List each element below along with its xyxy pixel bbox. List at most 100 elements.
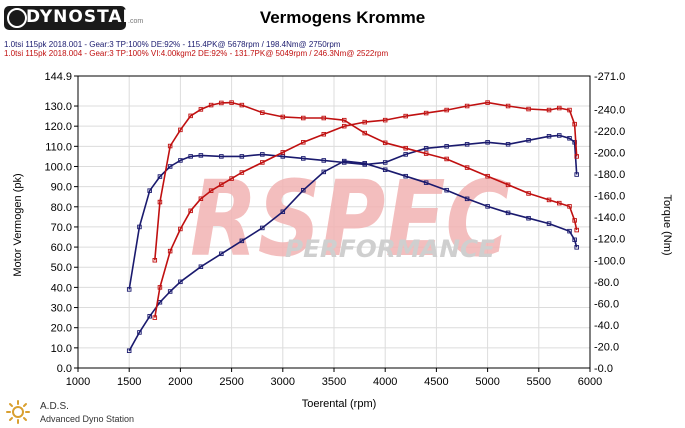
data-point-run2-torque xyxy=(219,100,224,106)
data-point-run1-power xyxy=(557,133,562,138)
x-tick-label: 4500 xyxy=(424,376,448,388)
x-axis-ticks: 1000 1500 2000 2500 3000 3500 4000 4500 5000 5500… xyxy=(66,368,602,388)
data-point-run1-torque xyxy=(239,238,245,244)
data-point-run1-torque xyxy=(526,215,531,221)
data-point-run2-torque xyxy=(280,114,286,120)
data-point-run2-power xyxy=(505,103,511,109)
data-point-run2-power xyxy=(464,103,470,109)
data-point-run1-power xyxy=(464,142,470,147)
y-tick-label: 10.0 xyxy=(51,343,72,355)
y-axis-label: Motor Vermogen (pk) xyxy=(12,173,24,276)
data-point-run2-power xyxy=(557,105,562,111)
y-tick-label: 144.9 xyxy=(44,71,72,83)
x-tick-label: 4000 xyxy=(373,376,397,388)
data-point-run2-power xyxy=(167,248,173,254)
data-point-run2-power xyxy=(219,182,224,187)
data-point-run1-power xyxy=(239,154,245,159)
data-point-run2-torque xyxy=(382,140,388,146)
data-point-run1-torque xyxy=(178,279,183,285)
data-point-run1-power xyxy=(485,140,490,145)
data-point-run1-power xyxy=(403,152,408,157)
data-point-run2-torque xyxy=(167,143,173,149)
data-point-run1-torque xyxy=(423,180,429,185)
data-point-run2-power xyxy=(572,121,577,127)
x-tick-label: 5000 xyxy=(475,376,499,388)
data-point-run2-power xyxy=(567,107,572,113)
data-point-run1-torque xyxy=(444,187,449,193)
y-tick-label: 70.0 xyxy=(51,222,72,234)
data-point-run1-torque xyxy=(382,167,388,172)
data-point-run2-torque xyxy=(152,258,158,263)
watermark: RSPEC PERFORMANCE xyxy=(190,158,510,280)
data-point-run2-torque xyxy=(403,145,408,151)
data-point-run1-torque xyxy=(505,210,511,216)
ads-sun-logo-icon xyxy=(6,400,30,424)
data-point-run2-torque xyxy=(464,165,470,170)
data-point-run2-power xyxy=(229,176,234,181)
data-point-run1-power xyxy=(126,287,132,292)
watermark-sub-text: PERFORMANCE xyxy=(285,235,496,263)
data-point-run1-torque xyxy=(137,330,142,335)
y-tick-label: 130.0 xyxy=(44,101,72,113)
y2-tick-label: -80.0 xyxy=(594,277,619,289)
y-tick-label: 100.0 xyxy=(44,161,72,173)
y-tick-label: 60.0 xyxy=(51,242,72,254)
logo-ring-icon xyxy=(7,8,27,28)
y2-axis-ticks: -0.0 -20.0 -40.0 -60.0 -80.0 -100.0 -120.0 -140… xyxy=(594,71,625,375)
data-point-run1-torque xyxy=(321,169,327,175)
data-point-run1-torque xyxy=(362,161,367,166)
data-point-run1-torque xyxy=(301,187,306,193)
data-point-run1-torque xyxy=(403,173,408,179)
data-point-run2-power xyxy=(280,150,286,155)
data-point-run1-torque xyxy=(147,314,152,319)
y2-tick-label: -60.0 xyxy=(594,298,619,310)
footer-brand-name: A.D.S. xyxy=(40,401,69,412)
data-point-run2-power xyxy=(321,131,327,137)
logo-text: DYNOSTAR xyxy=(26,7,137,27)
data-point-run2-torque xyxy=(526,191,531,196)
data-point-run2-torque xyxy=(157,199,163,205)
data-point-run2-torque xyxy=(423,151,429,156)
data-point-run1-torque xyxy=(485,204,490,209)
data-point-run2-power xyxy=(198,196,204,201)
data-point-run1-torque xyxy=(198,264,204,269)
data-point-run1-torque xyxy=(219,251,224,257)
series-line-run1-torque xyxy=(128,160,578,352)
series-layer xyxy=(126,100,579,354)
data-point-run1-torque xyxy=(574,245,579,250)
y-tick-label: 0.0 xyxy=(57,363,72,375)
data-point-run1-torque xyxy=(260,225,265,231)
data-point-run2-power xyxy=(178,226,183,232)
data-point-run2-power xyxy=(157,285,163,290)
y2-tick-label: -40.0 xyxy=(594,320,619,332)
data-point-run2-power xyxy=(208,188,214,193)
footer-brand-subtitle: Advanced Dyno Station xyxy=(40,414,135,424)
data-point-run1-power xyxy=(147,188,152,193)
data-point-run2-torque xyxy=(239,102,245,108)
x-axis-label: Toerental (rpm) xyxy=(302,398,377,410)
data-point-run1-power xyxy=(178,158,183,163)
data-point-run2-power xyxy=(362,119,367,125)
y-tick-label: 40.0 xyxy=(51,282,72,294)
data-point-run1-power xyxy=(157,174,163,179)
data-point-run1-power xyxy=(382,160,388,165)
data-point-run1-power xyxy=(567,136,572,141)
data-point-run1-power xyxy=(444,144,449,149)
data-point-run1-power xyxy=(423,146,429,151)
data-point-run2-power xyxy=(260,160,265,165)
series-line-run2-power xyxy=(154,101,578,318)
data-point-run1-torque xyxy=(341,158,347,164)
data-point-run2-torque xyxy=(485,173,490,179)
y-tick-label: 120.0 xyxy=(44,121,72,133)
data-point-run1-power xyxy=(167,164,173,169)
data-point-run1-power xyxy=(526,138,531,143)
data-point-run1-power xyxy=(137,224,142,230)
watermark-main-text: RSPEC xyxy=(190,158,510,280)
x-tick-label: 6000 xyxy=(578,376,602,388)
data-point-run1-power xyxy=(574,172,579,177)
data-point-run1-power xyxy=(188,154,193,159)
data-point-run2-power xyxy=(546,107,552,113)
y2-tick-label: -271.0 xyxy=(594,71,625,83)
y-tick-label: 50.0 xyxy=(51,262,72,274)
x-tick-label: 3000 xyxy=(271,376,295,388)
